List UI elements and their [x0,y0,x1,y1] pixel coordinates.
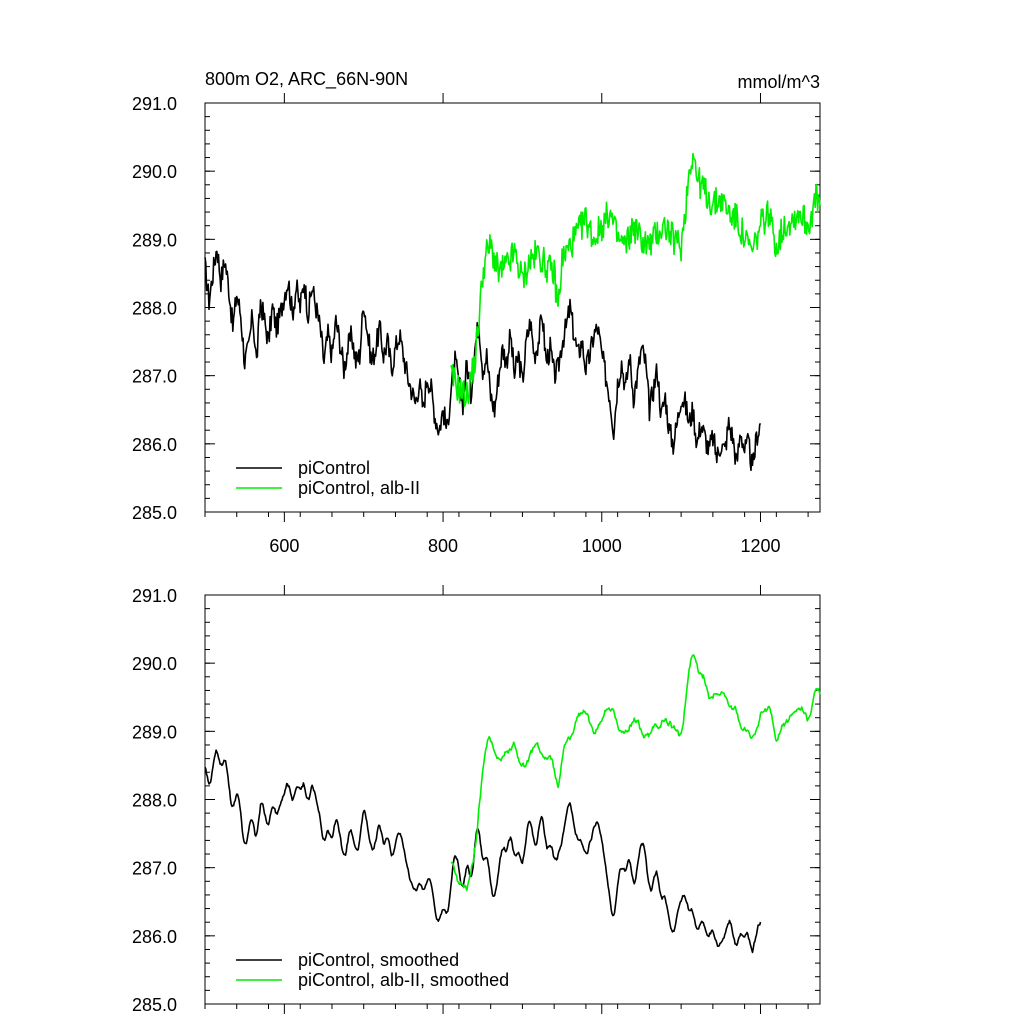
y-tick-label: 291.0 [132,586,177,606]
x-axis-ticks: 600 800 1000 1200 [204,93,809,556]
x-tick-label: 1200 [740,536,780,556]
plot-frame [204,594,821,1005]
series-lines [204,654,821,954]
y-tick-label: 287.0 [132,367,177,387]
y-tick-label: 288.0 [132,299,177,319]
y-axis-ticks: 285.0 286.0 287.0 288.0 289.0 290.0 291.0 [132,94,820,523]
chart-title: 800m O2, ARC_66N-90N [205,69,408,90]
y-tick-label: 289.0 [132,722,177,742]
x-tick-label: 600 [269,536,299,556]
y-tick-label: 287.0 [132,859,177,879]
y-tick-label: 286.0 [132,435,177,455]
y-tick-label: 288.0 [132,791,177,811]
series-line-0 [204,250,762,472]
legend-label: piControl [298,458,370,478]
units-label: mmol/m^3 [738,72,820,92]
plot-frame [204,102,821,513]
series-lines [204,152,821,472]
y-tick-label: 285.0 [132,995,177,1015]
series-line-1 [450,654,821,892]
y-tick-label: 290.0 [132,162,177,182]
legend-label: piControl, alb-II, smoothed [298,970,509,990]
x-tick-label: 800 [428,536,458,556]
y-tick-label: 289.0 [132,230,177,250]
y-tick-label: 285.0 [132,503,177,523]
series-line-1 [450,152,821,408]
legend-label: piControl, smoothed [298,950,459,970]
bottom-panel: 285.0 286.0 287.0 288.0 289.0 290.0 291.0 piCo… [132,585,821,1015]
y-axis-ticks: 285.0 286.0 287.0 288.0 289.0 290.0 291.0 [132,586,820,1015]
y-tick-label: 286.0 [132,927,177,947]
x-tick-label: 1000 [582,536,622,556]
series-line-0 [204,749,762,954]
x-axis-ticks [204,585,809,1014]
y-tick-label: 290.0 [132,654,177,674]
legend-label: piControl, alb-II [298,478,420,498]
top-panel: 800m O2, ARC_66N-90N mmol/m^3 285.0 286.0… [132,69,821,556]
y-tick-label: 291.0 [132,94,177,114]
